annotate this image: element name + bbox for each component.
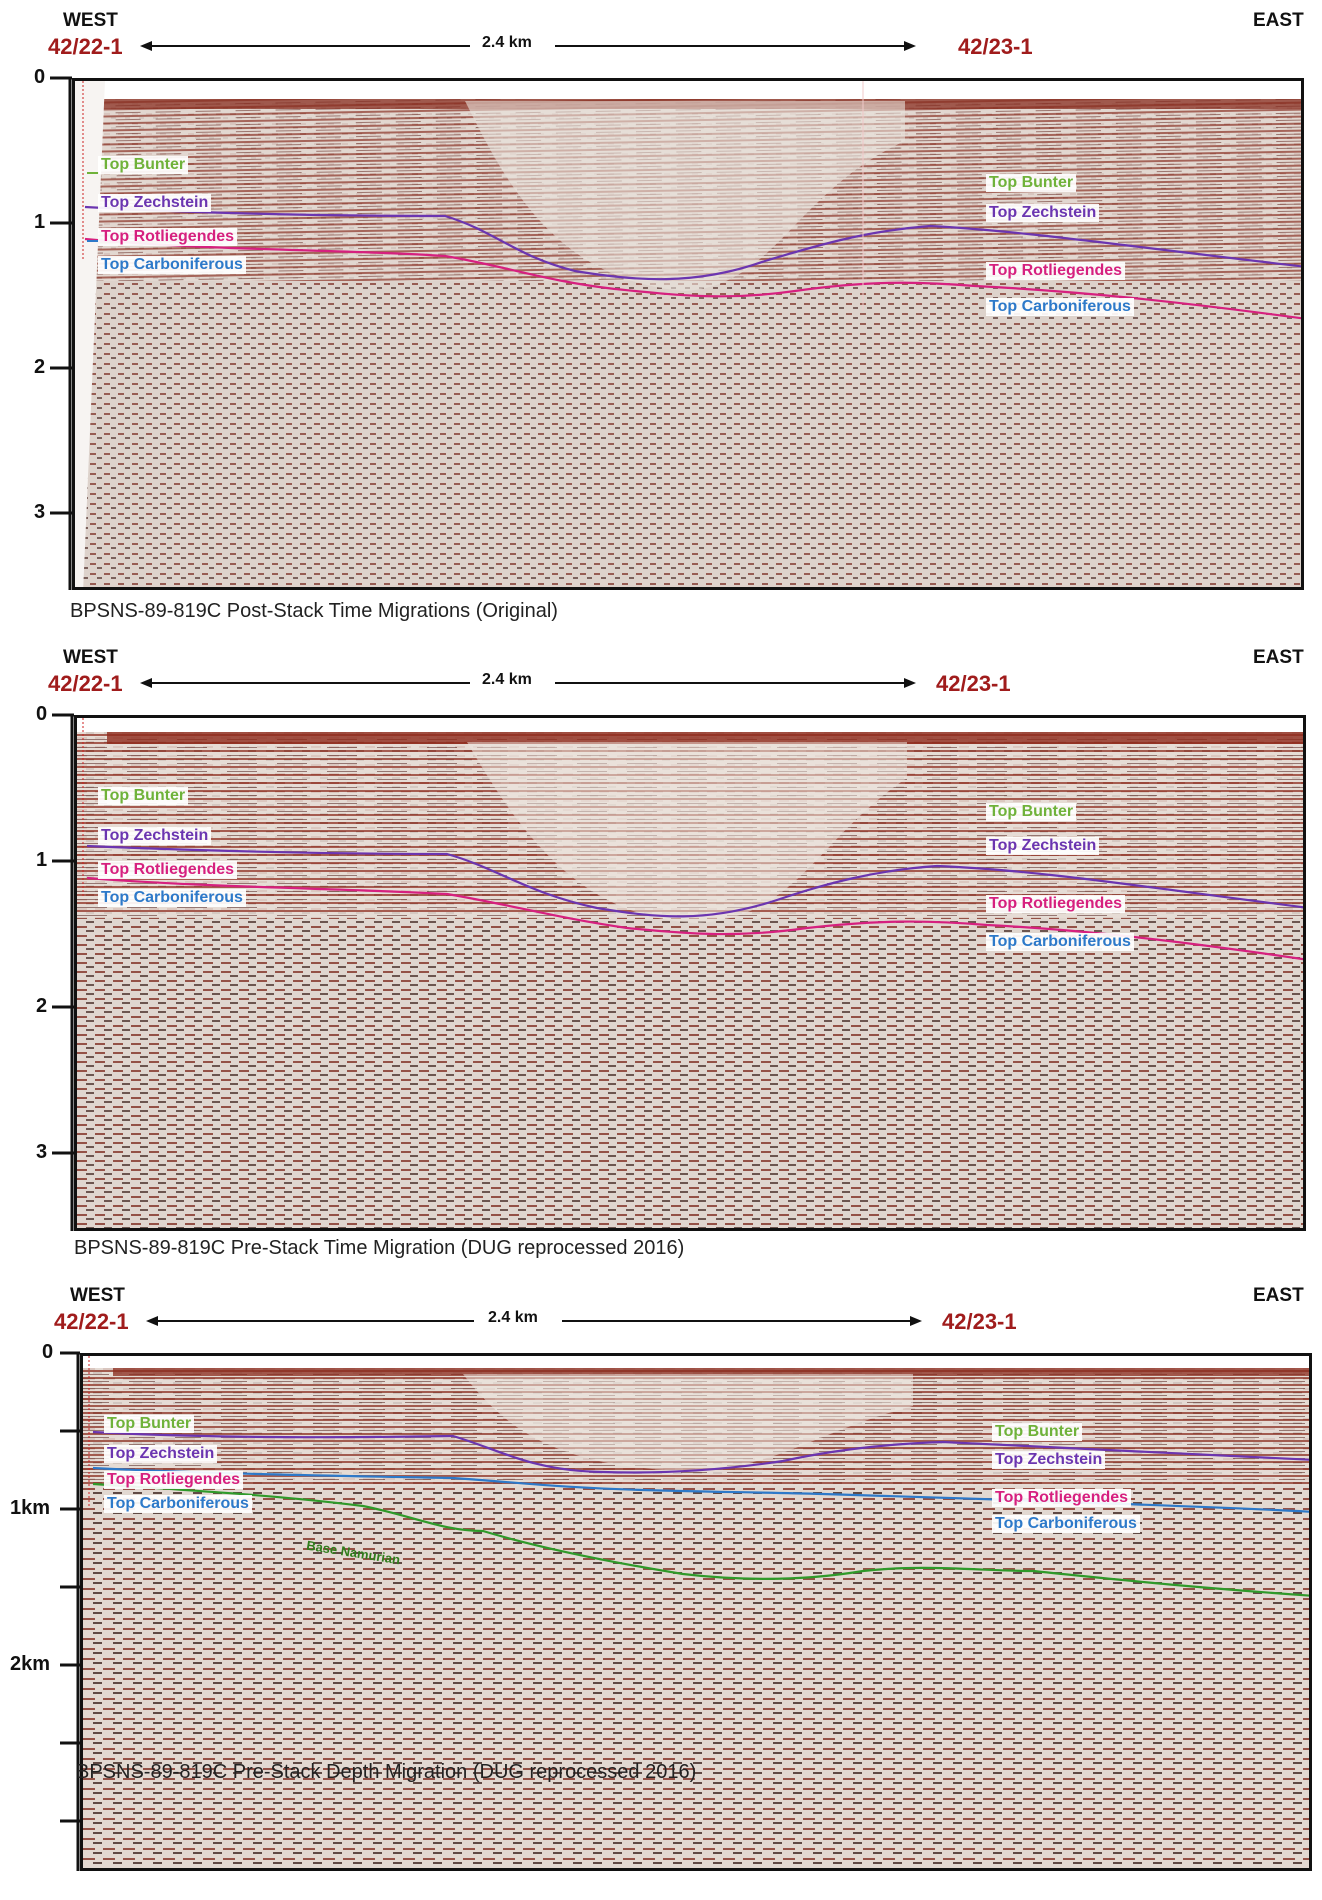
- scale-text: 2.4 km: [482, 671, 532, 688]
- panel-caption: BPSNS-89-819C Post-Stack Time Migrations…: [70, 600, 558, 622]
- tick-0: 0: [34, 66, 46, 88]
- label-top-zechstein-left: Top Zechstein: [104, 1445, 218, 1463]
- tick-3: 3: [36, 1141, 48, 1163]
- label-top-bunter-right: Top Bunter: [986, 174, 1077, 192]
- well-right-label: 42/23-1: [936, 671, 1011, 696]
- tick-0: 0: [36, 703, 48, 725]
- tick-2: 2: [34, 356, 46, 378]
- well-right-label: 42/23-1: [958, 34, 1033, 59]
- label-top-bunter-left: Top Bunter: [104, 1415, 195, 1433]
- seismic-section: [72, 78, 1304, 590]
- scale-text: 2.4 km: [482, 34, 532, 51]
- tick-3: 3: [34, 501, 46, 523]
- label-top-rotliegendes-left: Top Rotliegendes: [98, 228, 238, 246]
- label-top-rotliegendes-right: Top Rotliegendes: [992, 1489, 1132, 1507]
- label-top-bunter-left: Top Bunter: [98, 156, 189, 174]
- label-top-rotliegendes-left: Top Rotliegendes: [98, 861, 238, 879]
- tick-1: 1: [34, 211, 46, 233]
- tick-2km: 2km: [10, 1653, 51, 1675]
- label-top-zechstein-left: Top Zechstein: [98, 194, 212, 212]
- label-top-carboniferous-right: Top Carboniferous: [986, 933, 1134, 951]
- label-top-carboniferous-left: Top Carboniferous: [98, 889, 246, 907]
- seismic-image: [75, 81, 1301, 587]
- scale-text: 2.4 km: [488, 1309, 538, 1326]
- seismic-image: [77, 718, 1303, 1228]
- west-label: WEST: [63, 10, 118, 31]
- seismic-image: [83, 1356, 1309, 1868]
- seismic-section: [74, 715, 1306, 1231]
- east-label: EAST: [1253, 10, 1304, 31]
- scale-arrow: [140, 41, 916, 51]
- tick-1: 1: [36, 849, 48, 871]
- well-left-label: 42/22-1: [54, 1309, 129, 1334]
- west-label: WEST: [70, 1285, 125, 1306]
- well-right-label: 42/23-1: [942, 1309, 1017, 1334]
- label-top-bunter-left: Top Bunter: [98, 787, 189, 805]
- time-axis: [0, 60, 80, 620]
- well-left-label: 42/22-1: [48, 34, 123, 59]
- label-top-rotliegendes-right: Top Rotliegendes: [986, 895, 1126, 913]
- panel-caption: BPSNS-89-819C Pre-Stack Time Migration (…: [74, 1237, 685, 1259]
- tick-2: 2: [36, 995, 48, 1017]
- east-label: EAST: [1253, 647, 1304, 668]
- depth-axis: [0, 1335, 80, 1895]
- east-label: EAST: [1253, 1285, 1304, 1306]
- tick-1km: 1km: [10, 1497, 51, 1519]
- label-top-rotliegendes-right: Top Rotliegendes: [986, 262, 1126, 280]
- panel-caption: BPSNS-89-819C Pre-Stack Depth Migration …: [76, 1761, 697, 1783]
- label-top-bunter-right: Top Bunter: [986, 803, 1077, 821]
- label-top-zechstein-right: Top Zechstein: [986, 204, 1100, 222]
- label-top-carboniferous-left: Top Carboniferous: [104, 1495, 252, 1513]
- label-top-zechstein-left: Top Zechstein: [98, 827, 212, 845]
- label-top-rotliegendes-left: Top Rotliegendes: [104, 1471, 244, 1489]
- time-axis: [0, 697, 80, 1257]
- scale-arrow: [140, 678, 916, 688]
- label-top-carboniferous-right: Top Carboniferous: [992, 1515, 1140, 1533]
- west-label: WEST: [63, 647, 118, 668]
- label-top-bunter-right: Top Bunter: [992, 1423, 1083, 1441]
- label-top-zechstein-right: Top Zechstein: [986, 837, 1100, 855]
- well-left-label: 42/22-1: [48, 671, 123, 696]
- label-top-carboniferous-left: Top Carboniferous: [98, 256, 246, 274]
- seismic-section: [80, 1353, 1312, 1871]
- tick-0: 0: [42, 1341, 54, 1363]
- label-top-carboniferous-right: Top Carboniferous: [986, 298, 1134, 316]
- scale-arrow: [146, 1316, 922, 1326]
- label-top-zechstein-right: Top Zechstein: [992, 1451, 1106, 1469]
